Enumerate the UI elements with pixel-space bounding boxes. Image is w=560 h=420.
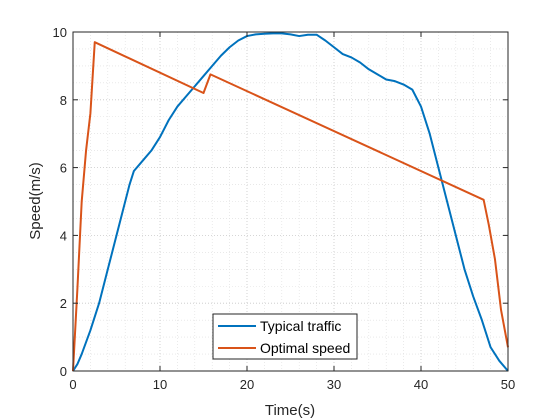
y-tick-label: 6: [60, 161, 67, 176]
x-tick-labels: 0 10 20 30 40 50: [69, 377, 515, 392]
y-tick-label: 0: [60, 364, 67, 379]
x-tick-label: 50: [501, 377, 515, 392]
legend-label-typical-traffic: Typical traffic: [260, 318, 341, 334]
y-tick-label: 4: [60, 228, 67, 243]
series-line-optimal-speed: [72, 41, 509, 372]
x-tick-label: 0: [69, 377, 76, 392]
x-tick-label: 30: [327, 377, 341, 392]
y-tick-label: 8: [60, 93, 67, 108]
x-axis-label: Time(s): [265, 402, 315, 419]
x-tick-label: 10: [153, 377, 167, 392]
x-tick-label: 40: [414, 377, 428, 392]
series-layer: [72, 32, 509, 372]
legend-box: [212, 313, 358, 360]
x-tick-label: 20: [240, 377, 254, 392]
series-line-typical-traffic: [72, 32, 509, 372]
legend-label-optimal-speed: Optimal speed: [260, 340, 350, 356]
y-tick-label: 10: [53, 25, 67, 40]
y-axis-label: Speed(m/s): [27, 162, 44, 240]
legend: Typical traffic Optimal speed: [212, 313, 358, 360]
axis-ticks: [72, 31, 509, 372]
y-tick-labels: 0 2 4 6 8 10: [53, 25, 67, 379]
plot-frame: [72, 31, 509, 372]
y-tick-label: 2: [60, 296, 67, 311]
